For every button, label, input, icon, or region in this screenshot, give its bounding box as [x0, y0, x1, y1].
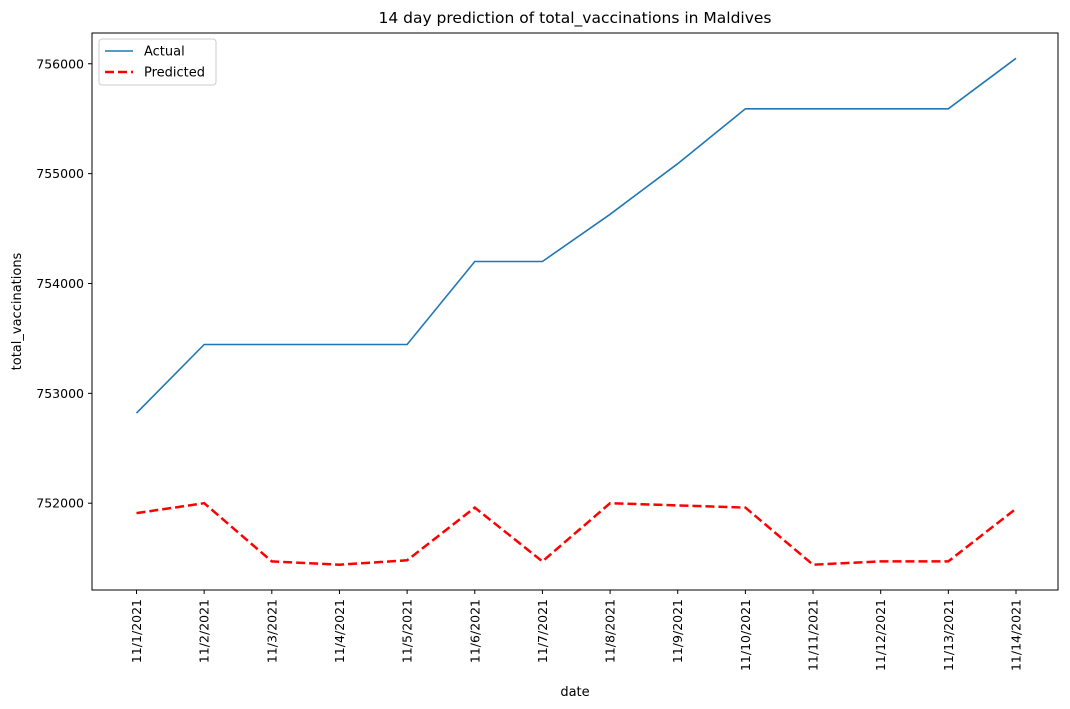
y-tick-label: 754000 — [36, 276, 84, 291]
x-tick-label: 11/13/2021 — [941, 599, 956, 671]
x-tick-label: 11/12/2021 — [873, 599, 888, 671]
x-tick-label: 11/5/2021 — [400, 599, 415, 663]
y-tick-label: 752000 — [36, 496, 84, 511]
x-tick-label: 11/7/2021 — [535, 599, 550, 663]
x-tick-label: 11/1/2021 — [129, 599, 144, 663]
legend: Actual Predicted — [98, 38, 217, 86]
x-axis-label: date — [560, 685, 589, 700]
x-tick-label: 11/3/2021 — [264, 599, 279, 663]
series-line-actual — [135, 57, 1017, 414]
x-tick-label: 11/8/2021 — [603, 599, 618, 663]
y-tick-label: 756000 — [36, 56, 84, 71]
x-tick-label: 11/9/2021 — [670, 599, 685, 663]
legend-label-predicted: Predicted — [144, 66, 205, 81]
legend-label-actual: Actual — [144, 45, 185, 60]
y-axis-label: total_vaccinations — [10, 252, 25, 370]
x-tick-label: 11/11/2021 — [806, 599, 821, 671]
x-tick-label: 11/2/2021 — [197, 599, 212, 663]
y-tick-label: 755000 — [36, 166, 84, 181]
x-tick-label: 11/6/2021 — [467, 599, 482, 663]
plot-area: 752000 753000 754000 755000 756000 11/1/2021 1… — [36, 32, 1059, 671]
series-line-predicted — [136, 501, 1017, 566]
x-tick-label: 11/14/2021 — [1009, 599, 1024, 671]
x-tick-label: 11/4/2021 — [332, 599, 347, 663]
chart-title: 14 day prediction of total_vaccinations … — [378, 9, 771, 28]
y-tick-label: 753000 — [36, 386, 84, 401]
axes-frame — [91, 32, 1059, 591]
x-tick-label: 11/10/2021 — [738, 599, 753, 671]
